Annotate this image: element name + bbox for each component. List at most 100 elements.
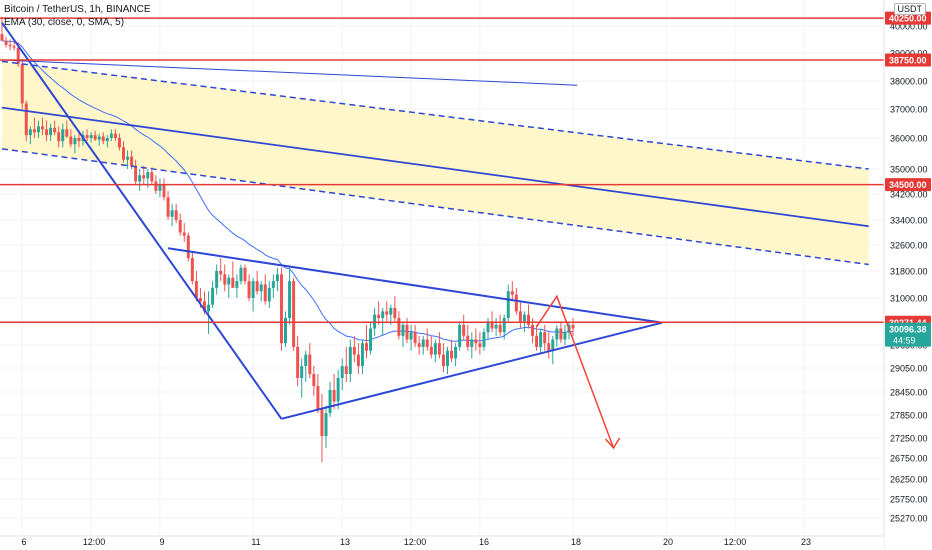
y-tick-label: 38000.00 xyxy=(890,77,928,87)
bear-candle xyxy=(53,127,57,133)
channel-lower-dashed-line xyxy=(1,148,869,266)
bull-candle xyxy=(271,281,275,288)
bear-candle xyxy=(41,126,44,130)
bear-candle xyxy=(356,354,360,367)
bear-candle xyxy=(344,366,348,374)
bear-candle xyxy=(85,135,89,138)
bull-candle xyxy=(502,318,506,333)
triangle-lower-line xyxy=(281,321,663,420)
bull-candle xyxy=(304,354,308,367)
x-tick-label: 16 xyxy=(479,537,489,547)
symbol-title[interactable]: Bitcoin / TetherUS, 1h, BINANCE xyxy=(4,4,151,15)
bull-candle xyxy=(324,413,328,437)
projection-path xyxy=(535,294,615,449)
time-axis-bg xyxy=(0,536,884,550)
bear-candle xyxy=(518,311,522,322)
bear-candle xyxy=(263,284,267,302)
bull-candle xyxy=(328,390,332,414)
yellow-channel xyxy=(2,61,869,265)
bear-candle xyxy=(365,343,368,351)
bear-candle xyxy=(498,324,502,333)
bull-candle xyxy=(348,346,352,374)
currency-badge[interactable]: USDT xyxy=(893,3,926,15)
bear-candle xyxy=(514,294,518,312)
x-tick-label: 12:00 xyxy=(83,537,106,547)
level-price-badge xyxy=(885,178,931,192)
bull-candle xyxy=(61,129,65,142)
candlesticks[interactable] xyxy=(0,16,575,463)
bear-candle xyxy=(437,343,441,355)
bear-candle xyxy=(571,324,575,329)
bear-candle xyxy=(462,324,466,336)
bear-candle xyxy=(405,324,409,340)
bear-candle xyxy=(194,281,198,298)
x-tick-label: 23 xyxy=(801,537,811,547)
trend-drawings[interactable] xyxy=(1,22,869,450)
bull-candle xyxy=(97,136,101,140)
bull-candle xyxy=(389,308,393,315)
y-tick-label: 27250.00 xyxy=(890,434,928,444)
bear-candle xyxy=(352,346,356,355)
bear-candle xyxy=(219,271,223,275)
x-tick-label: 11 xyxy=(251,537,260,547)
bull-candle xyxy=(267,287,271,302)
bear-candle xyxy=(255,281,259,292)
bear-candle xyxy=(531,324,535,336)
chart-legend: Bitcoin / TetherUS, 1h, BINANCE EMA (30,… xyxy=(4,3,151,29)
time-axis[interactable]: 6 12:00 9 11 13 12:00 16 18 20 12:00 23 xyxy=(0,535,884,550)
bull-candle xyxy=(109,133,113,138)
bear-candle xyxy=(385,311,389,315)
bull-candle xyxy=(522,314,526,322)
bear-candle xyxy=(543,332,547,344)
bear-candle xyxy=(198,298,202,302)
bull-candle xyxy=(433,343,437,355)
bull-candle xyxy=(170,210,174,217)
price-axis[interactable]: 40000.0039000.0038000.0037000.0036000.00… xyxy=(883,0,932,550)
bear-candle xyxy=(296,346,300,378)
bull-candle xyxy=(482,332,486,347)
bear-candle xyxy=(320,409,324,437)
y-tick-label: 25750.00 xyxy=(890,495,928,505)
bear-candle xyxy=(535,335,539,347)
horizontal-levels[interactable] xyxy=(0,17,884,324)
y-tick-label: 25270.00 xyxy=(890,514,928,524)
bear-candle xyxy=(166,197,170,217)
countdown-label: 44:59 xyxy=(893,336,916,346)
bear-candle xyxy=(24,103,28,136)
bull-candle xyxy=(215,271,219,288)
indicator-label[interactable]: EMA (30, close, 0, SMA, 5) xyxy=(4,17,125,28)
y-tick-label: 26750.00 xyxy=(890,454,928,464)
bear-candle xyxy=(223,274,227,285)
bull-candle xyxy=(336,378,340,402)
bear-candle xyxy=(547,343,551,351)
bear-candle xyxy=(316,386,320,410)
bull-candle xyxy=(494,324,498,329)
bear-candle xyxy=(154,181,158,191)
bear-candle xyxy=(527,314,530,325)
bear-candle xyxy=(16,47,20,65)
bear-candle xyxy=(57,132,61,142)
bear-candle xyxy=(122,147,125,160)
bear-candle xyxy=(45,129,49,136)
bear-candle xyxy=(69,136,73,145)
bear-candle xyxy=(397,318,401,336)
x-tick-label: 6 xyxy=(21,537,26,547)
bull-candle xyxy=(381,311,385,318)
bull-candle xyxy=(360,343,364,367)
bear-candle xyxy=(231,277,235,288)
bear-candle xyxy=(93,135,97,140)
bull-candle xyxy=(421,339,425,347)
bear-candle xyxy=(312,374,316,386)
bear-candle xyxy=(279,274,283,344)
y-tick-label: 31000.00 xyxy=(890,294,928,304)
bear-candle xyxy=(243,267,247,282)
bear-candle xyxy=(247,281,251,298)
bear-candle xyxy=(162,184,166,198)
bull-candle xyxy=(251,281,255,298)
bear-candle xyxy=(20,64,24,104)
bull-candle xyxy=(506,291,510,318)
y-tick-label: 29050.00 xyxy=(890,364,928,374)
bear-candle xyxy=(559,328,563,340)
bull-candle xyxy=(555,328,559,340)
